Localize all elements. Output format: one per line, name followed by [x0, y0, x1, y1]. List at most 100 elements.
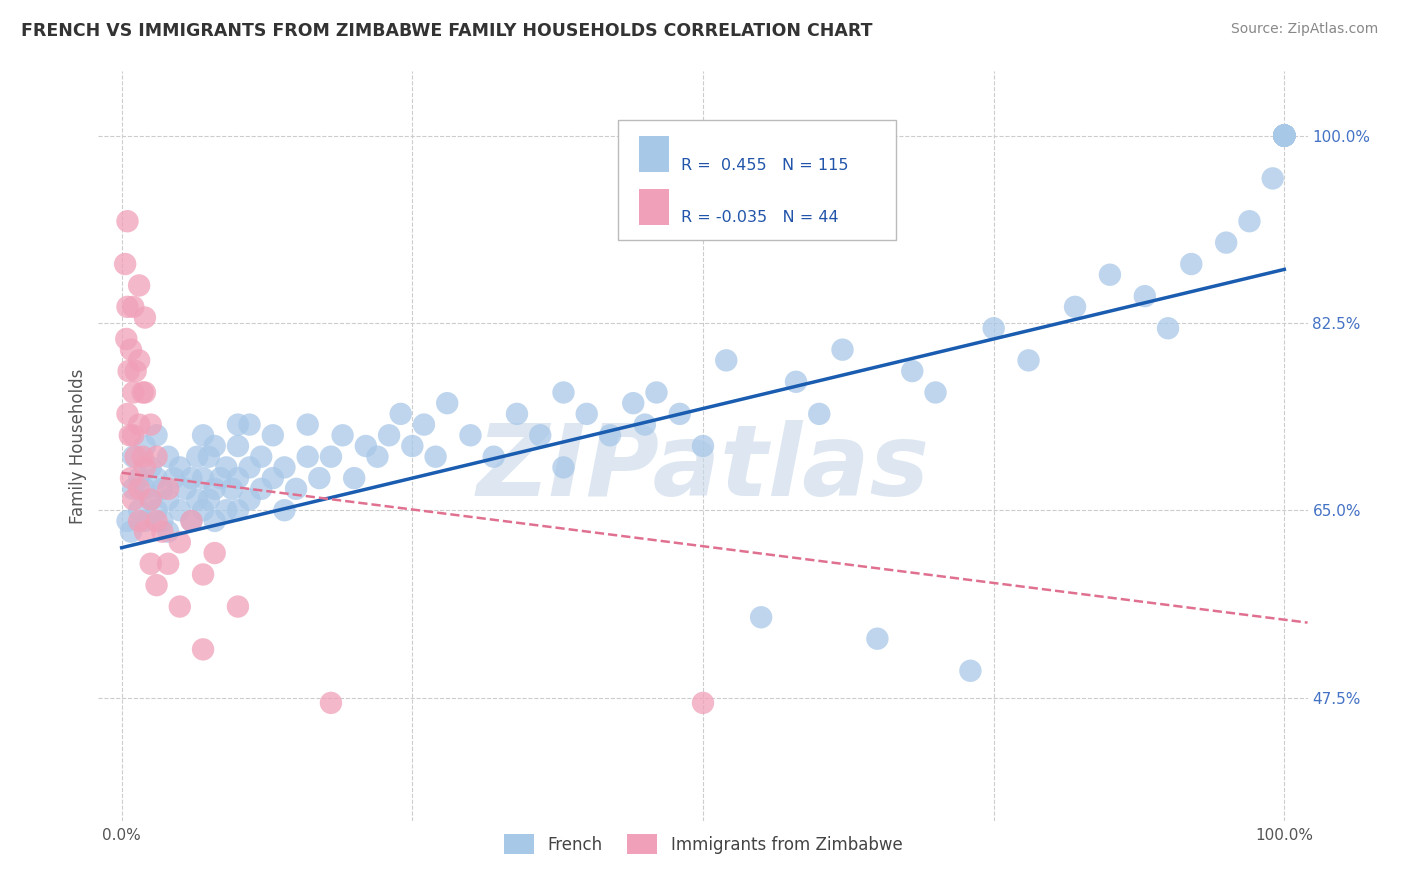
Point [645, 385, 668, 400]
Point [1272, 128, 1295, 143]
Point [553, 460, 575, 475]
Point [378, 428, 401, 442]
Text: R =  0.455   N = 115: R = 0.455 N = 115 [682, 158, 849, 173]
Point [1098, 268, 1121, 282]
Point [354, 439, 377, 453]
Point [332, 428, 354, 442]
Point [716, 353, 738, 368]
Point [808, 407, 831, 421]
Point [180, 471, 202, 485]
Point [1215, 235, 1237, 250]
Text: ZIPatlas: ZIPatlas [477, 420, 929, 517]
Point [128, 471, 150, 485]
Point [134, 310, 156, 325]
Point [226, 503, 249, 517]
Point [239, 460, 262, 475]
Point [128, 353, 150, 368]
Point [157, 557, 180, 571]
Point [1272, 128, 1295, 143]
Point [1272, 128, 1295, 143]
Point [215, 460, 238, 475]
Point [553, 385, 575, 400]
Point [134, 514, 156, 528]
Point [1272, 128, 1295, 143]
Point [117, 514, 139, 528]
Point [169, 460, 191, 475]
Point [297, 450, 319, 464]
Point [1272, 128, 1295, 143]
Point [128, 514, 150, 528]
Point [1018, 353, 1040, 368]
Point [191, 471, 214, 485]
Text: FRENCH VS IMMIGRANTS FROM ZIMBABWE FAMILY HOUSEHOLDS CORRELATION CHART: FRENCH VS IMMIGRANTS FROM ZIMBABWE FAMIL… [21, 22, 873, 40]
Point [575, 407, 598, 421]
Point [308, 471, 330, 485]
Point [1272, 128, 1295, 143]
Point [239, 492, 262, 507]
Point [128, 503, 150, 517]
Point [1272, 128, 1295, 143]
Point [425, 450, 447, 464]
Point [250, 450, 273, 464]
Point [273, 460, 295, 475]
Point [139, 417, 162, 432]
Point [262, 428, 284, 442]
Point [150, 524, 173, 539]
Point [1272, 128, 1295, 143]
Point [120, 471, 142, 485]
Point [366, 450, 388, 464]
Point [117, 407, 139, 421]
Point [145, 428, 167, 442]
Point [145, 471, 167, 485]
Point [866, 632, 889, 646]
Point [1272, 128, 1295, 143]
Point [191, 428, 214, 442]
Point [599, 428, 621, 442]
Point [150, 482, 173, 496]
Point [150, 514, 173, 528]
Point [1239, 214, 1261, 228]
Point [413, 417, 436, 432]
Point [131, 450, 153, 464]
Point [115, 332, 138, 346]
Point [749, 610, 772, 624]
Point [128, 278, 150, 293]
Point [186, 450, 208, 464]
Point [460, 428, 482, 442]
Point [198, 492, 221, 507]
Text: Source: ZipAtlas.com: Source: ZipAtlas.com [1230, 22, 1378, 37]
Point [959, 664, 981, 678]
Point [134, 460, 156, 475]
Point [1272, 128, 1295, 143]
Point [436, 396, 458, 410]
Point [621, 396, 644, 410]
Point [901, 364, 924, 378]
Point [145, 514, 167, 528]
Point [139, 492, 162, 507]
Point [198, 450, 221, 464]
FancyBboxPatch shape [638, 136, 669, 172]
FancyBboxPatch shape [619, 120, 897, 240]
Point [226, 439, 249, 453]
Point [131, 385, 153, 400]
Point [122, 300, 145, 314]
Point [273, 503, 295, 517]
Point [1272, 128, 1295, 143]
Point [134, 439, 156, 453]
Point [389, 407, 412, 421]
Point [134, 524, 156, 539]
Point [122, 428, 145, 442]
Point [343, 471, 366, 485]
Point [785, 375, 807, 389]
Point [692, 696, 714, 710]
Legend: French, Immigrants from Zimbabwe: French, Immigrants from Zimbabwe [498, 828, 908, 861]
Point [226, 417, 249, 432]
Point [191, 642, 214, 657]
Point [668, 407, 690, 421]
Point [285, 482, 308, 496]
Point [122, 492, 145, 507]
Point [134, 482, 156, 496]
Point [1133, 289, 1156, 303]
Point [1064, 300, 1087, 314]
Point [145, 503, 167, 517]
